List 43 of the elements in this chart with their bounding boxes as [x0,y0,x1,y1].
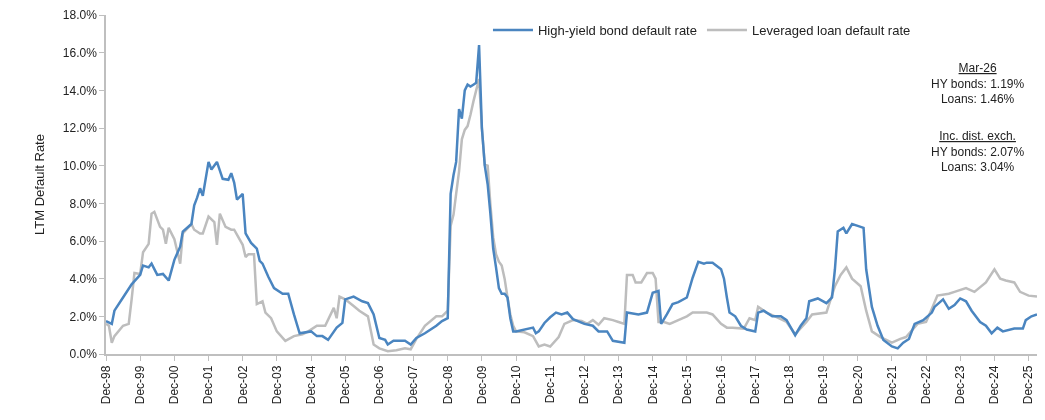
x-tick-label: Dec-06 [372,365,387,405]
legend-label: High-yield bond default rate [537,23,697,39]
x-tick-label: Dec-01 [201,365,216,405]
x-tick-label: Dec-04 [303,365,318,405]
x-tick-label: Dec-07 [406,365,421,405]
x-tick-label: Dec-09 [474,365,489,405]
y-tick-label: 14.0% [62,83,98,98]
y-axis-title: LTM Default Rate [32,134,48,235]
y-tick-label: 6.0% [69,234,98,249]
x-tick-label: Dec-02 [235,365,250,405]
x-tick-label: Dec-08 [440,365,455,405]
x-tick-label: Dec-21 [884,365,899,405]
x-tick-label: Dec-22 [918,365,933,405]
y-tick-label: 10.0% [62,158,98,173]
x-tick-label: Dec-03 [269,365,284,405]
x-tick-label: Dec-10 [508,365,523,405]
y-tick-label: 18.0% [62,8,98,23]
x-tick-label: Dec-20 [850,365,865,405]
x-tick-label: Dec-12 [577,365,592,405]
x-tick-label: Dec-13 [611,365,626,405]
x-tick-label: Dec-18 [782,365,797,405]
x-tick-label: Dec-15 [679,365,694,405]
x-tick-label: Dec-19 [816,365,831,405]
x-tick-label: Dec-05 [338,365,353,405]
x-tick-label: Dec-23 [953,365,968,405]
x-tick-label: Dec-99 [133,365,148,405]
x-tick-label: Dec-11 [543,365,558,404]
y-tick-label: 12.0% [62,121,98,136]
x-tick-label: Dec-14 [645,365,660,405]
x-tick-label: Dec-98 [98,365,113,405]
y-tick-label: 8.0% [69,196,98,211]
x-tick-label: Dec-25 [1021,365,1036,405]
x-tick-label: Dec-17 [748,365,763,405]
legend-label: Leveraged loan default rate [751,23,911,39]
x-tick-label: Dec-16 [713,365,728,405]
annotation: Inc. dist. exch. HY bonds: 2.07% Loans: 3.04% [931,129,1025,175]
x-tick-label: Dec-00 [167,365,182,405]
annotation: Mar-26 HY bonds: 1.19% Loans: 1.46% [931,61,1025,107]
y-tick-label: 0.0% [69,347,98,362]
y-tick-label: 4.0% [69,271,98,286]
y-tick-label: 2.0% [69,309,98,324]
y-tick-label: 16.0% [62,45,98,60]
x-tick-label: Dec-24 [987,365,1002,405]
